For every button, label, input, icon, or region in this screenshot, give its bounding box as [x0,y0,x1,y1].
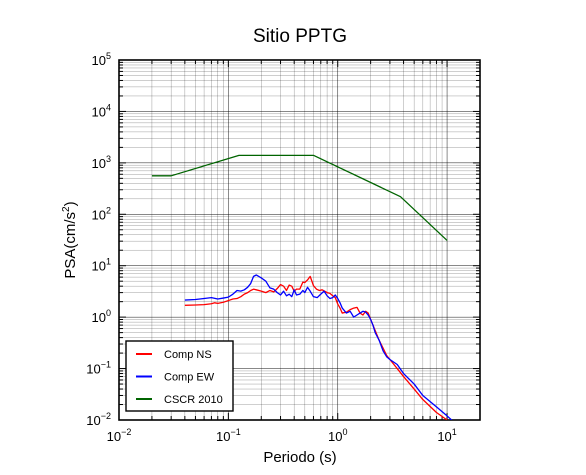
x-tick-label-exponent: 0 [342,427,347,437]
series-layer [151,154,453,420]
y-tick-label: 101 [92,257,111,274]
y-tick-label: 102 [92,205,111,222]
x-tick-label: 101 [437,427,456,444]
y-tick-label: 10−1 [86,360,111,377]
x-tick-label: 10−2 [107,427,132,444]
y-tick-label: 103 [92,154,111,171]
y-tick-label: 10−2 [86,411,111,428]
y-tick-label-exponent: −1 [101,360,111,370]
x-tick-label-exponent: 1 [452,427,457,437]
x-tick-label-base: 10 [437,429,451,444]
y-tick-label-base: 10 [92,310,106,325]
y-axis-label-base: PSA(cm/s [62,212,79,279]
legend-label-comp-ew: Comp EW [164,372,215,384]
y-tick-label-exponent: 0 [106,308,111,318]
y-tick-label-exponent: 4 [106,102,111,112]
y-axis-label: PSA(cm/s2) [61,201,79,278]
y-tick-label: 100 [92,308,111,325]
plot-frame [118,59,481,421]
y-tick-label: 104 [92,102,111,119]
y-tick-label-base: 10 [92,207,106,222]
y-tick-label-exponent: 2 [106,205,111,215]
x-axis-label: Periodo (s) [263,449,336,466]
y-tick-label-base: 10 [86,362,100,377]
y-tick-label-exponent: 1 [106,257,111,267]
x-tick-label: 10−1 [216,427,241,444]
y-axis-label-superscript: 2 [61,206,72,212]
x-tick-label-base: 10 [216,429,230,444]
y-tick-label-base: 10 [92,156,106,171]
y-tick-label: 105 [92,51,111,68]
y-axis-label-close: ) [62,201,79,206]
chart-title: Sitio PPTG [253,26,347,47]
legend-label-cscr-2010: CSCR 2010 [164,394,223,406]
y-tick-label-exponent: 5 [106,51,111,61]
y-tick-label-exponent: −2 [101,411,111,421]
x-tick-label-base: 10 [107,429,121,444]
y-tick-label-base: 10 [92,104,106,119]
x-tick-label-exponent: −1 [230,427,240,437]
y-tick-label-exponent: 3 [106,154,111,164]
plot-border [118,59,481,421]
y-tick-label-base: 10 [86,413,100,428]
x-tick-label-exponent: −2 [121,427,131,437]
grid [118,59,481,421]
y-tick-label-base: 10 [92,53,106,68]
legend-label-comp-ns: Comp NS [164,349,212,361]
x-tick-label-base: 10 [328,429,342,444]
legend: Comp NS Comp EW CSCR 2010 [125,340,234,412]
series-line-comp-ew [184,274,453,420]
series-line-cscr-2010 [151,154,448,241]
x-tick-label: 100 [328,427,347,444]
y-tick-label-base: 10 [92,259,106,274]
